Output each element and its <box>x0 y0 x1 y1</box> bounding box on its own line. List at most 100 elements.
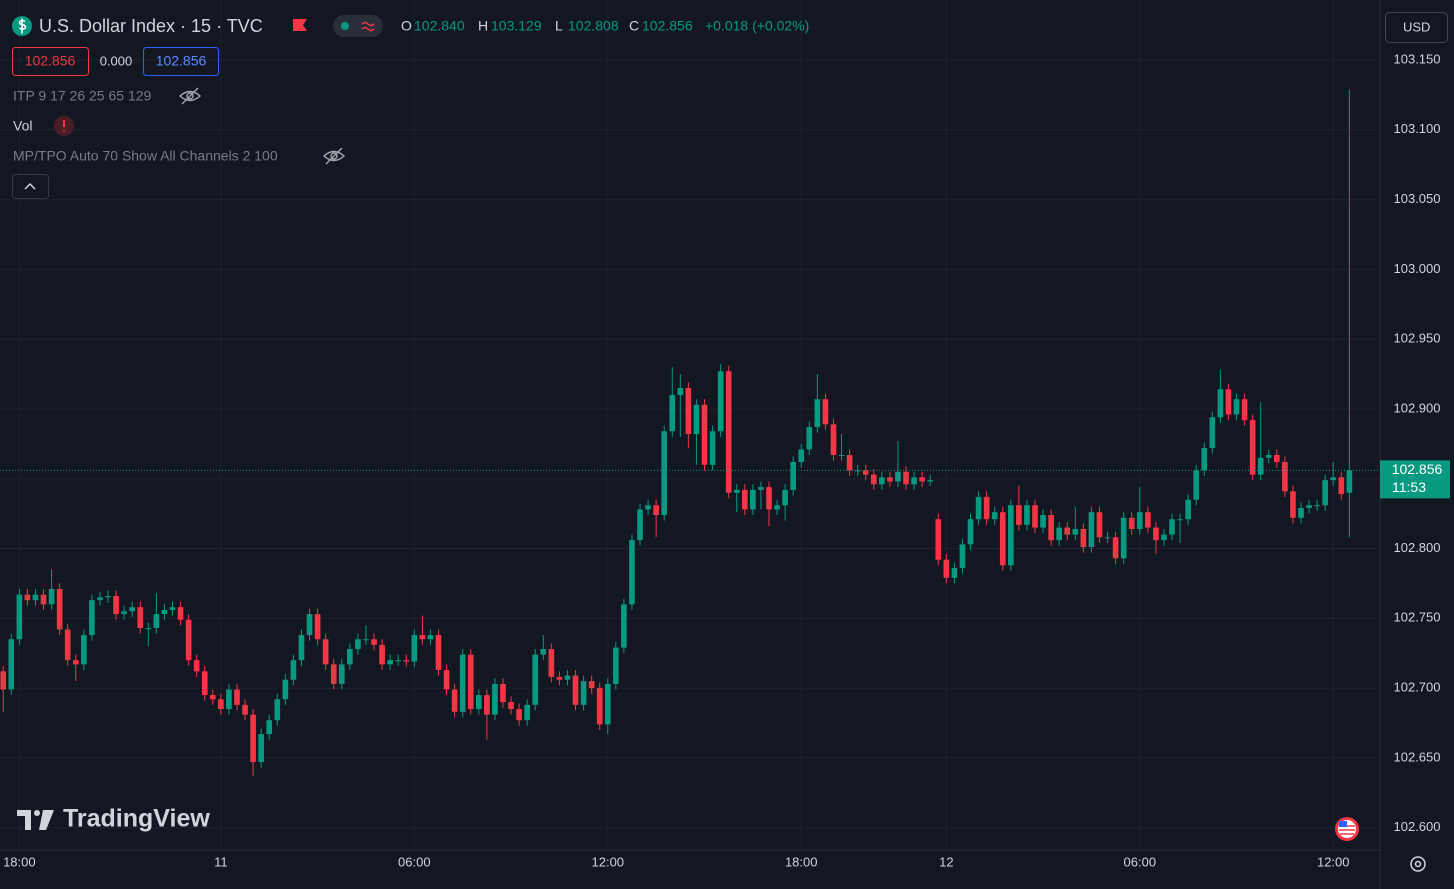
candle-body <box>951 568 958 578</box>
candle-body <box>862 470 869 475</box>
candle-body <box>467 654 474 710</box>
candle-body <box>363 639 369 641</box>
candle-body <box>822 399 829 425</box>
candle-body <box>653 505 659 516</box>
candle-body <box>669 394 676 432</box>
currency[interactable]: USD <box>1403 19 1430 34</box>
candle-body <box>451 689 458 712</box>
candle-body <box>959 544 966 569</box>
candle-body <box>266 720 273 735</box>
candle-body <box>298 635 305 661</box>
candle-body <box>1040 515 1046 528</box>
candle-body <box>814 399 821 428</box>
ohlc-key: L <box>555 18 563 34</box>
candle-body <box>72 660 79 665</box>
candle-body <box>242 704 248 715</box>
candle-body <box>322 639 329 665</box>
candle-body <box>1007 505 1014 566</box>
indicator-mp-tpo[interactable]: MP/TPO Auto 70 Show All Channels 2 100 <box>13 148 278 164</box>
buy-price[interactable]: 102.856 <box>156 53 207 69</box>
dollar-glyph <box>18 18 27 34</box>
candle-body <box>508 702 514 710</box>
candle-body <box>40 594 47 605</box>
candle-body <box>637 509 643 541</box>
ohlc-value: 102.856 <box>642 18 693 34</box>
candle-body <box>1056 527 1063 541</box>
settings-icon[interactable] <box>1410 856 1426 872</box>
candle-body <box>314 614 321 640</box>
y-tick-label: 103.150 <box>1394 51 1441 66</box>
candles <box>0 89 1380 777</box>
candle-body <box>983 496 990 520</box>
candle-body <box>1185 499 1191 520</box>
candle-body <box>1080 528 1087 548</box>
candle-body <box>145 628 152 630</box>
candle-body <box>798 449 805 462</box>
grid <box>0 0 1380 850</box>
candle-body <box>629 540 635 605</box>
candle-body <box>548 649 555 677</box>
candle-body <box>645 505 651 510</box>
candle-body <box>475 695 482 710</box>
currency-button[interactable] <box>1385 12 1448 43</box>
last-price-label: 102.856 <box>1392 461 1443 477</box>
candle-body <box>64 629 71 661</box>
sell-price[interactable]: 102.856 <box>25 53 76 69</box>
candle-body <box>975 496 982 520</box>
candle-body <box>693 404 700 435</box>
candle-body <box>1225 389 1232 415</box>
candle-body <box>121 611 127 615</box>
candle-body <box>766 487 772 510</box>
candle-body <box>500 683 506 703</box>
candle-body <box>1193 470 1200 500</box>
candle-body <box>105 595 111 598</box>
last-price-box <box>1380 460 1450 499</box>
x-tick-label: 06:00 <box>1124 854 1157 869</box>
indicator-itp[interactable]: ITP 9 17 26 25 65 129 <box>13 88 152 104</box>
market-status[interactable] <box>333 15 383 37</box>
candle-body <box>911 477 917 485</box>
candle-body <box>709 431 716 465</box>
flag-canton <box>1339 821 1347 827</box>
axes: 102.600 102.650 102.700 102.750 102.800 102.8… <box>3 51 1450 869</box>
sell-button[interactable] <box>12 47 89 76</box>
chevron <box>24 182 36 190</box>
candle-body <box>161 609 168 615</box>
candle-body <box>1306 505 1312 509</box>
y-tick-label: 102.650 <box>1394 749 1441 764</box>
x-tick-label: 12 <box>939 854 953 869</box>
hidden-icon[interactable] <box>178 87 202 105</box>
candle-body <box>572 675 579 705</box>
candle-body <box>556 676 563 680</box>
candle-body <box>613 647 619 684</box>
candle-body <box>717 371 724 432</box>
status-dot <box>341 22 349 30</box>
candle-body <box>8 639 15 690</box>
candle-body <box>604 683 611 725</box>
candle-body <box>1120 517 1127 559</box>
x-tick-label: 12:00 <box>592 854 625 869</box>
candle-body <box>1161 534 1167 541</box>
candle-body <box>1282 461 1288 492</box>
x-tick-label: 11 <box>214 854 228 869</box>
candle-body <box>56 588 63 630</box>
ohlc-value: 103.129 <box>491 18 542 34</box>
indicator-vol[interactable]: Vol <box>13 118 32 134</box>
symbol-title[interactable]: U.S. Dollar Index · 15 · TVC <box>39 16 263 36</box>
candle-body <box>741 489 748 510</box>
candle-body <box>395 660 402 662</box>
candle-body <box>435 635 442 670</box>
candle-body <box>177 607 184 620</box>
collapse-button[interactable] <box>12 174 49 199</box>
candle-body <box>806 427 813 450</box>
hidden-icon[interactable] <box>322 147 346 165</box>
candle-body <box>733 489 740 493</box>
watermark: TradingView <box>63 805 210 833</box>
y-tick-label: 102.750 <box>1394 610 1441 625</box>
candle-body <box>1322 480 1329 506</box>
candle-body <box>685 388 692 435</box>
ohlc-value: 102.840 <box>414 18 465 34</box>
candle-body <box>355 639 361 650</box>
buy-button[interactable] <box>143 47 219 76</box>
flag-icon[interactable] <box>293 19 307 31</box>
